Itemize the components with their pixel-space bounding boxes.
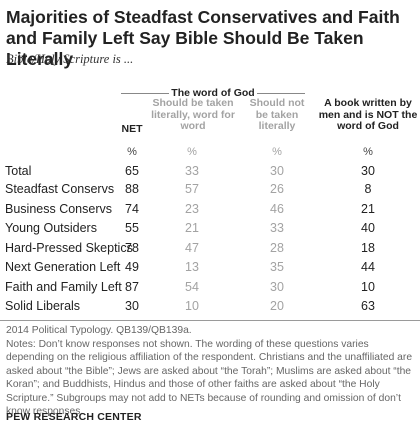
table-row: Steadfast Conservs 88 57 26 8 [0,182,420,202]
row-label: Hard-Pressed Skeptics [5,241,133,255]
word-of-god-group-label: The word of God [121,87,305,99]
cell-literal: 54 [185,280,199,294]
footnote-text: Notes: Don’t know responses not shown. T… [6,339,413,418]
table-row: Hard-Pressed Skeptics 78 47 28 18 [0,241,420,261]
table-row: Next Generation Left 49 13 35 44 [0,260,420,280]
cell-not-literal: 28 [270,241,284,255]
cell-not-literal: 26 [270,182,284,196]
cell-literal: 33 [185,164,199,178]
cell-net: 65 [125,164,139,178]
row-label: Steadfast Conservs [5,182,115,196]
cell-literal: 57 [185,182,199,196]
cell-not-word-of-god: 63 [361,299,375,313]
row-label: Solid Liberals [5,299,81,313]
cell-literal: 13 [185,260,199,274]
row-label: Faith and Family Left [5,280,122,294]
cell-net: 88 [125,182,139,196]
cell-not-word-of-god: 8 [364,182,372,196]
cell-net: 87 [125,280,139,294]
row-label: Young Outsiders [5,221,97,235]
survey-note: 2014 Political Typology. QB139/QB139a. [6,325,192,336]
cell-not-word-of-god: 30 [361,164,375,178]
cell-not-word-of-god: 40 [361,221,375,235]
column-header-net: NET [121,123,143,135]
table-row: Business Conservs 74 23 46 21 [0,202,420,222]
unit-label-not-word-of-god: % [363,146,373,158]
row-label: Business Conservs [5,202,112,216]
table-row: Total 65 33 30 30 [0,164,420,184]
source-label: PEW RESEARCH CENTER [6,411,142,423]
chart-title: Majorities of Steadfast Conservatives an… [6,7,400,69]
table-row: Faith and Family Left 87 54 30 10 [0,280,420,300]
cell-net: 49 [125,260,139,274]
cell-net: 78 [125,241,139,255]
cell-not-word-of-god: 10 [361,280,375,294]
cell-not-literal: 35 [270,260,284,274]
cell-net: 74 [125,202,139,216]
cell-literal: 21 [185,221,199,235]
unit-label-net: % [127,146,137,158]
unit-label-literal: % [187,146,197,158]
cell-net: 55 [125,221,139,235]
cell-not-literal: 33 [270,221,284,235]
column-header-literal: Should be taken literally, word for word [151,97,235,132]
row-label: Next Generation Left [5,260,121,274]
cell-literal: 23 [185,202,199,216]
column-header-not-word-of-god: A book written by men and is NOT the wor… [318,97,418,132]
column-header-not-literal: Should not be taken literally [249,97,305,132]
cell-not-word-of-god: 21 [361,202,375,216]
cell-not-literal: 30 [270,164,284,178]
table-row: Solid Liberals 30 10 20 63 [0,299,420,319]
table-bottom-rule [0,320,420,321]
chart-subtitle: Bible/Holy Scripture is ... [6,52,134,66]
cell-literal: 10 [185,299,199,313]
unit-label-not-literal: % [272,146,282,158]
cell-not-word-of-god: 18 [361,241,375,255]
row-label: Total [5,164,32,178]
cell-not-literal: 20 [270,299,284,313]
cell-not-literal: 30 [270,280,284,294]
cell-not-literal: 46 [270,202,284,216]
group-label-text: The word of God [169,87,257,99]
table-row: Young Outsiders 55 21 33 40 [0,221,420,241]
cell-net: 30 [125,299,139,313]
cell-not-word-of-god: 44 [361,260,375,274]
cell-literal: 47 [185,241,199,255]
